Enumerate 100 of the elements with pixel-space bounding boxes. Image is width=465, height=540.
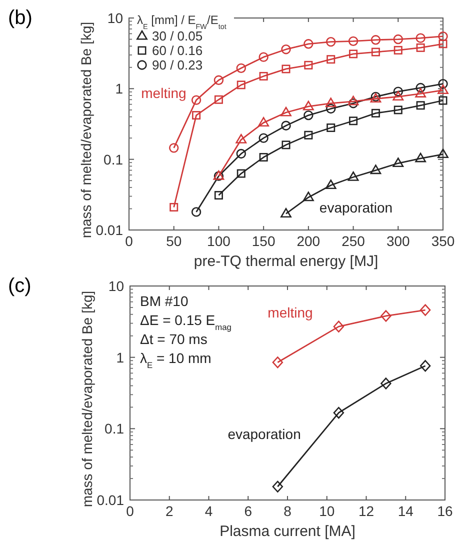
y-tick-label: 0.01 [96, 222, 124, 238]
x-tick-label: 100 [207, 233, 231, 249]
point [304, 130, 313, 140]
point [304, 39, 314, 49]
point [333, 320, 344, 332]
y-axis-title: mass of melted/evaporated Be [kg] [79, 290, 95, 508]
annotation: melting [268, 304, 313, 320]
point [394, 106, 402, 114]
y-tick-label: 1 [115, 80, 124, 97]
point [438, 148, 448, 158]
point [304, 60, 313, 70]
point [438, 96, 448, 105]
point [393, 34, 403, 44]
point [392, 91, 404, 100]
x-tick-label: 200 [296, 233, 320, 249]
x-tick-label: 2 [165, 503, 174, 519]
point [370, 35, 381, 45]
point [236, 63, 246, 74]
legend-label: 30 / 0.05 [152, 28, 203, 44]
point [280, 106, 292, 116]
point [236, 148, 246, 159]
point [280, 208, 292, 218]
x-tick-label: 250 [342, 233, 366, 249]
point [370, 164, 382, 174]
point [326, 123, 336, 132]
point [438, 40, 448, 48]
x-tick-label: 8 [284, 503, 292, 519]
x-axis-title: pre-TQ thermal energy [MJ] [194, 253, 378, 270]
point [282, 64, 290, 74]
y-tick-label: 1 [116, 349, 124, 366]
point [236, 80, 246, 90]
point [191, 95, 202, 105]
x-tick-label: 50 [166, 233, 182, 249]
point [325, 98, 336, 108]
point [438, 79, 448, 89]
point [416, 82, 426, 93]
point [371, 48, 380, 56]
point [380, 378, 392, 390]
point [259, 153, 268, 162]
annotation: Δt = 70 ms [140, 331, 208, 347]
point [282, 140, 290, 150]
legend-title: λ$_{E}$ [mm] / E$_{FW}$/E$_{tot}$ [137, 13, 226, 30]
point [281, 44, 291, 54]
x-tick-label: 16 [437, 503, 453, 519]
point [349, 50, 358, 58]
point [380, 310, 392, 322]
point [326, 55, 336, 64]
point [304, 110, 314, 120]
point [420, 360, 431, 372]
point [302, 192, 314, 202]
chart-title: (b) [8, 7, 32, 29]
point [348, 171, 359, 181]
point [348, 96, 359, 106]
point [333, 406, 344, 419]
point [214, 95, 223, 104]
x-tick-label: 6 [244, 503, 252, 519]
annotation: ΔE = 0.15 E$_{mag}$ [140, 312, 232, 332]
point [348, 98, 358, 108]
point [438, 32, 448, 42]
y-tick-label: 0.01 [96, 492, 124, 508]
point [416, 33, 426, 43]
point [258, 52, 268, 62]
point [258, 133, 268, 143]
legend-label: 60 / 0.16 [152, 43, 203, 58]
point [392, 158, 404, 168]
point [416, 101, 425, 110]
annotation: evaporation [319, 199, 393, 216]
legend-label: 90 / 0.23 [152, 58, 203, 72]
x-tick-label: 0 [125, 233, 134, 249]
point [214, 75, 224, 85]
x-tick-label: 150 [252, 233, 276, 249]
annotation: melting [141, 85, 186, 102]
point [170, 202, 178, 212]
point [302, 100, 314, 110]
x-tick-label: 12 [358, 503, 374, 519]
point [415, 152, 426, 162]
point [259, 72, 268, 80]
point [272, 480, 284, 492]
y-tick-label: 10 [107, 10, 124, 26]
point [325, 180, 336, 190]
annotation: BM #10 [140, 293, 188, 309]
point [415, 88, 426, 98]
x-tick-label: 350 [431, 233, 455, 249]
x-tick-label: 14 [398, 503, 414, 519]
point [393, 86, 403, 96]
x-tick-label: 300 [386, 233, 410, 249]
point [281, 120, 291, 130]
x-tick-label: 0 [126, 503, 134, 519]
point [236, 169, 246, 178]
point [326, 36, 336, 47]
point [348, 36, 358, 46]
point [272, 356, 284, 368]
point [258, 117, 270, 126]
point [394, 46, 402, 54]
x-tick-label: 10 [319, 503, 335, 519]
point [420, 304, 431, 316]
point [236, 134, 247, 144]
point [326, 104, 336, 114]
chart-title: (c) [8, 275, 32, 297]
point [191, 207, 202, 217]
